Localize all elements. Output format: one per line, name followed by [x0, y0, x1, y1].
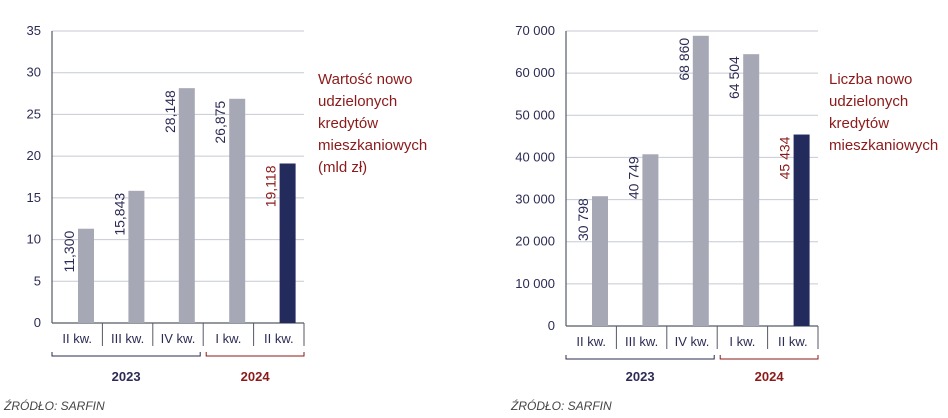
- chart-annotation-line: mieszkaniowych: [318, 137, 427, 154]
- y-tick-label: 5: [34, 273, 41, 288]
- y-tick-label: 0: [34, 315, 41, 330]
- bar: [128, 190, 145, 323]
- bar: [592, 196, 608, 326]
- x-tick-label: II kw.: [264, 331, 294, 346]
- bar: [793, 134, 810, 326]
- data-label: 30 798: [575, 198, 591, 241]
- chart-annotation-line: kredytów: [318, 115, 378, 132]
- x-tick-label: I kw.: [729, 334, 755, 349]
- year-label: 2023: [112, 369, 141, 384]
- x-tick-label: IV kw.: [161, 331, 196, 346]
- y-tick-label: 20: [27, 148, 41, 163]
- x-tick-label: II kw.: [576, 334, 606, 349]
- bar: [642, 154, 659, 326]
- x-tick-label: III kw.: [625, 334, 658, 349]
- chart-annotation-line: Liczba nowo: [829, 71, 912, 88]
- y-tick-label: 20 000: [515, 234, 555, 249]
- y-tick-label: 40 000: [515, 149, 555, 164]
- x-tick-label: II kw.: [62, 331, 92, 346]
- x-tick-label: II kw.: [778, 334, 808, 349]
- y-tick-label: 30 000: [515, 192, 555, 207]
- data-label: 45 434: [777, 136, 793, 179]
- data-label: 11,300: [61, 231, 77, 273]
- y-tick-label: 35: [27, 23, 41, 38]
- year-label: 2024: [241, 369, 271, 384]
- chart-annotation-line: udzielonych: [318, 93, 397, 110]
- data-label: 40 749: [625, 156, 641, 199]
- year-label: 2023: [626, 369, 655, 384]
- chart-annotation-line: udzielonych: [829, 93, 908, 110]
- data-label: 28,148: [162, 90, 178, 133]
- bar: [229, 98, 246, 324]
- bar: [743, 54, 760, 326]
- y-tick-label: 30: [27, 65, 41, 80]
- data-label: 15,843: [111, 193, 127, 236]
- x-tick-label: IV kw.: [675, 334, 710, 349]
- y-tick-label: 10: [27, 232, 41, 247]
- chart-annotation-line: Wartość nowo: [318, 71, 412, 88]
- source-note: ŹRÓDŁO: SARFIN: [3, 398, 105, 413]
- data-label: 19,118: [263, 165, 279, 207]
- y-tick-label: 60 000: [515, 65, 555, 80]
- y-tick-label: 25: [27, 106, 41, 121]
- chart-loan-value: 0 5 10 15 20 25 30 35 11,300 II kw. 15,843 III kw. 2…: [3, 23, 427, 413]
- data-label: 26,875: [212, 101, 228, 144]
- data-label: 64 504: [726, 56, 742, 99]
- y-tick-label: 15: [27, 190, 41, 205]
- x-tick-label: III kw.: [111, 331, 144, 346]
- year-label: 2024: [755, 369, 785, 384]
- y-tick-label: 50 000: [515, 107, 555, 122]
- data-label: 68 860: [676, 38, 692, 81]
- year-bracket: [719, 355, 819, 360]
- y-tick-label: 70 000: [515, 23, 555, 38]
- chart-annotation-line: mieszkaniowych: [829, 137, 938, 154]
- y-tick-label: 10 000: [515, 276, 555, 291]
- x-tick-label: I kw.: [215, 331, 241, 346]
- bar: [78, 228, 94, 323]
- bar: [178, 88, 195, 324]
- chart-annotation-line: (mld zł): [318, 159, 367, 176]
- bar: [279, 163, 296, 323]
- year-bracket: [51, 352, 201, 357]
- year-bracket: [565, 355, 715, 360]
- year-bracket: [205, 352, 305, 357]
- source-note: ŹRÓDŁO: SARFIN: [510, 398, 612, 413]
- bar: [692, 35, 709, 326]
- chart-annotation-line: kredytów: [829, 115, 889, 132]
- chart-loan-count: 0 10 000 20 000 30 000 40 000 50 000 60 000 70 …: [510, 23, 938, 413]
- y-tick-label: 0: [548, 318, 555, 333]
